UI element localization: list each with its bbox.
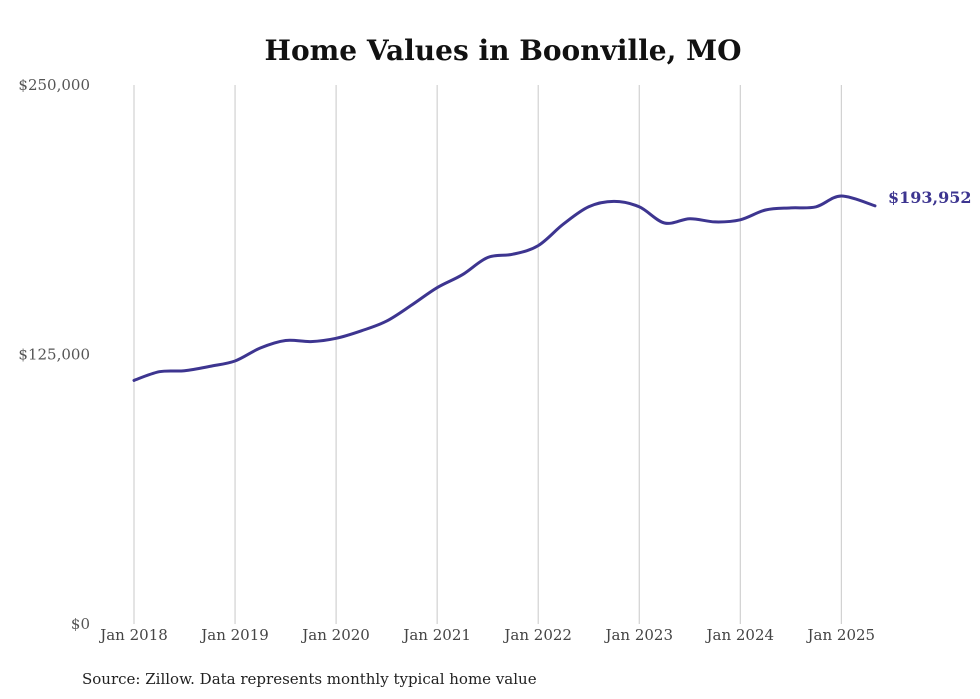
x-tick-label: Jan 2018 xyxy=(98,626,168,644)
y-tick-label: $0 xyxy=(71,615,90,633)
x-tick-label: Jan 2023 xyxy=(603,626,673,644)
x-tick-label: Jan 2025 xyxy=(806,626,876,644)
x-tick-label: Jan 2020 xyxy=(300,626,370,644)
series-line xyxy=(132,194,877,382)
grid-lines xyxy=(133,85,842,624)
y-tick-label: $250,000 xyxy=(18,76,90,94)
x-tick-label: Jan 2024 xyxy=(704,626,774,644)
source-note: Source: Zillow. Data represents monthly … xyxy=(82,670,537,688)
x-axis-ticks: Jan 2018 Jan 2019 Jan 2020 Jan 2021 Jan 2022… xyxy=(98,626,875,644)
x-tick-label: Jan 2021 xyxy=(401,626,471,644)
y-tick-label: $125,000 xyxy=(18,346,90,364)
chart-title: Home Values in Boonville, MO xyxy=(265,34,742,67)
y-axis-ticks: $0 $125,000 $250,000 xyxy=(18,76,90,633)
series-layer xyxy=(132,194,877,382)
end-value-label: $193,952 xyxy=(888,188,972,207)
x-tick-label: Jan 2022 xyxy=(502,626,572,644)
x-tick-label: Jan 2019 xyxy=(199,626,269,644)
